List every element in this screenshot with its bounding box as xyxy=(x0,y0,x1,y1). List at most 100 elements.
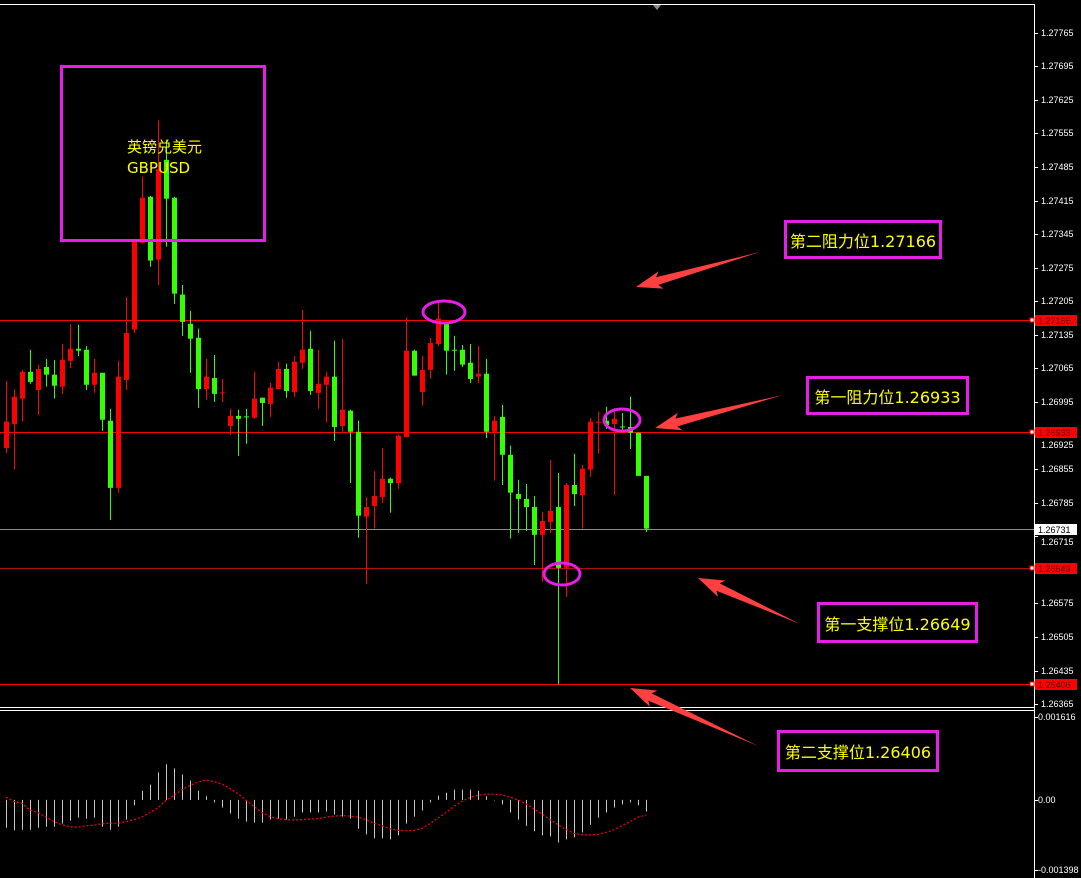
candle-bullish xyxy=(92,358,97,393)
candle-bullish xyxy=(60,343,65,394)
price-tick-label: 1.27205 xyxy=(1041,296,1074,306)
candle-body xyxy=(564,484,569,568)
candle-bearish xyxy=(412,349,417,376)
arrow-icon-resistance-2 xyxy=(636,252,760,289)
candle-bearish xyxy=(212,355,217,403)
candle-body xyxy=(276,368,281,390)
candle-bullish xyxy=(228,408,233,435)
candle-body xyxy=(484,373,489,432)
candle-bullish xyxy=(220,378,225,403)
candle-bearish xyxy=(76,324,81,356)
candle-body xyxy=(620,426,625,428)
candle-body xyxy=(524,498,529,508)
candle-bullish xyxy=(124,296,129,391)
symbol-box xyxy=(60,65,266,242)
candle-body xyxy=(308,348,313,391)
candle-bullish xyxy=(372,471,377,529)
price-tick-label: 1.27695 xyxy=(1041,61,1074,71)
candle-bullish xyxy=(204,358,209,400)
price-tick-label: 1.27625 xyxy=(1041,95,1074,105)
current-price-tag: 1.26731 xyxy=(1035,524,1077,535)
candle-body xyxy=(20,371,25,399)
candle-bullish xyxy=(580,464,585,529)
candle-body xyxy=(372,496,377,507)
candle-body xyxy=(580,468,585,496)
price-tag-bg xyxy=(1035,427,1077,438)
price-tick-label: 1.26435 xyxy=(1041,666,1074,676)
candle-bearish xyxy=(172,196,177,304)
price-tag-marker xyxy=(1029,429,1035,435)
candle-body xyxy=(84,349,89,385)
price-tick-label: 1.27345 xyxy=(1041,229,1074,239)
candle-body xyxy=(4,421,9,449)
candle-body xyxy=(260,397,265,403)
price-tag-bg xyxy=(1035,563,1077,574)
candle-bullish xyxy=(420,355,425,406)
candle-body xyxy=(124,332,129,380)
candle-body xyxy=(236,415,241,419)
shift-marker-icon[interactable] xyxy=(653,5,661,10)
candle-body xyxy=(252,398,257,418)
candle-bearish xyxy=(100,372,105,431)
candle-body xyxy=(380,478,385,497)
level-price-tag: 1.26933 xyxy=(1029,427,1077,438)
candle-bullish xyxy=(140,176,145,243)
candle-body xyxy=(228,415,233,426)
candle-bearish xyxy=(148,195,153,267)
price-tag-label: 1.26933 xyxy=(1038,428,1071,438)
candle-bullish xyxy=(268,382,273,417)
candle-body xyxy=(420,369,425,392)
candle-body xyxy=(516,494,521,499)
candle-bullish xyxy=(548,460,553,533)
candle-body xyxy=(388,478,393,484)
candle-body xyxy=(460,349,465,365)
price-tick-label: 1.27275 xyxy=(1041,263,1074,273)
level-price-tag: 1.27166 xyxy=(1029,315,1077,326)
price-tag-marker xyxy=(1029,317,1035,323)
price-tick-label: 1.27415 xyxy=(1041,196,1074,206)
highlight-ellipse-resistance-1 xyxy=(602,407,642,433)
candle-body xyxy=(412,350,417,376)
candle-body xyxy=(60,359,65,387)
candle-bullish xyxy=(612,407,617,496)
symbol-name-cn: 英镑兑美元 xyxy=(127,138,203,156)
candle-body xyxy=(436,318,441,344)
candle-body xyxy=(132,241,137,330)
candle-bearish xyxy=(236,409,241,456)
candle-bearish xyxy=(108,408,113,520)
candle-bullish xyxy=(4,380,9,453)
price-tick-label: 1.26505 xyxy=(1041,632,1074,642)
candle-bearish xyxy=(356,420,361,538)
symbol-code: GBPUSD xyxy=(127,159,191,177)
candle-bullish xyxy=(364,496,369,584)
candle-bearish xyxy=(260,397,265,426)
highlight-ellipse-support-1 xyxy=(542,561,582,587)
candle-body xyxy=(348,410,353,432)
candle-body xyxy=(340,409,345,426)
candle-body xyxy=(68,348,73,361)
candle-body xyxy=(44,367,49,375)
candle-bearish xyxy=(484,358,489,438)
candle-body xyxy=(188,323,193,339)
candle-bearish xyxy=(308,330,313,395)
price-tick-label: 1.27555 xyxy=(1041,128,1074,138)
candle-bullish xyxy=(252,371,257,419)
candle-bearish xyxy=(44,358,49,387)
price-tick-label: 1.27485 xyxy=(1041,162,1074,172)
candle-body xyxy=(596,421,601,423)
candle-bullish xyxy=(540,511,545,582)
candle-body xyxy=(356,431,361,516)
price-tags: 1.27166 1.26933 1.26731 1.26649 1.26406 xyxy=(1029,315,1077,690)
candle-body xyxy=(644,475,649,529)
price-tag-label: 1.26406 xyxy=(1038,680,1071,690)
price-axis: 1.27765 1.27695 1.27625 1.27555 1.27485 1.274… xyxy=(1034,28,1079,875)
candle-bearish xyxy=(28,349,33,384)
candle-bearish xyxy=(52,359,57,399)
candle-body xyxy=(316,383,321,393)
candle-bullish xyxy=(316,349,321,409)
price-tick-label: 1.27765 xyxy=(1041,28,1074,38)
candle-body xyxy=(244,416,249,418)
candle-body xyxy=(612,418,617,425)
candle-bearish xyxy=(460,344,465,368)
candle-bearish xyxy=(636,432,641,476)
